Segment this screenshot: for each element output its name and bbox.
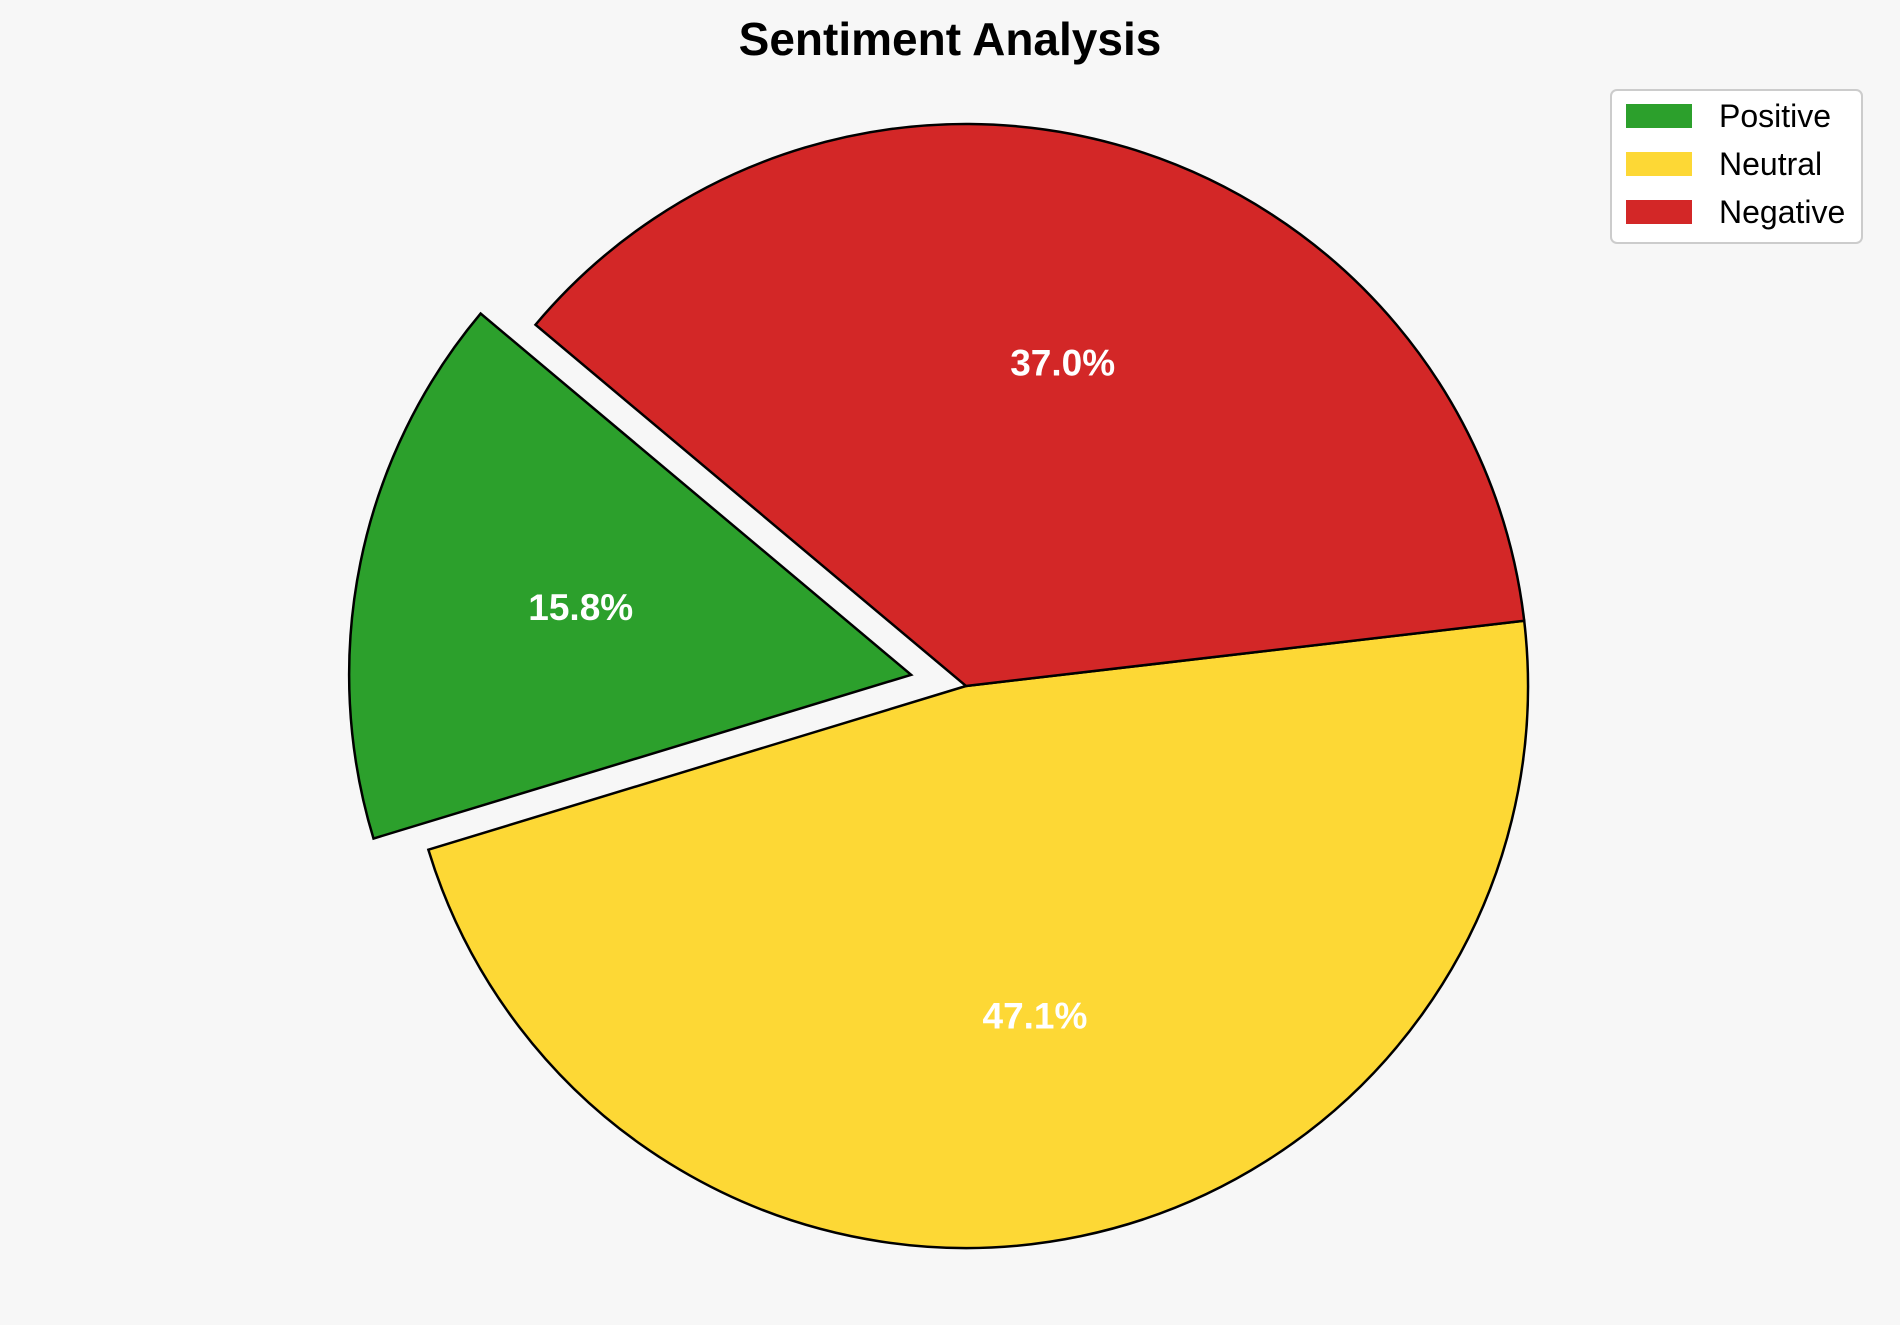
slice-labels-group: 15.8% 47.1% 37.0% bbox=[528, 342, 1115, 1036]
slice-label-neutral: 47.1% bbox=[983, 996, 1088, 1037]
pie-slice-positive bbox=[347, 311, 914, 841]
legend: Positive Neutral Negative bbox=[1610, 89, 1863, 244]
pie-slice-negative bbox=[533, 122, 1526, 688]
legend-swatch-negative bbox=[1626, 200, 1692, 224]
legend-swatch-positive bbox=[1626, 104, 1692, 128]
legend-label-positive: Positive bbox=[1719, 98, 1831, 134]
legend-entries: Positive Neutral Negative bbox=[1626, 98, 1845, 230]
chart-title: Sentiment Analysis bbox=[739, 13, 1162, 65]
slice-label-positive: 15.8% bbox=[528, 587, 633, 628]
slice-label-negative: 37.0% bbox=[1010, 342, 1115, 383]
legend-label-neutral: Neutral bbox=[1719, 146, 1822, 182]
pie-slice-neutral bbox=[426, 619, 1530, 1250]
legend-swatch-neutral bbox=[1626, 152, 1692, 176]
legend-label-negative: Negative bbox=[1719, 194, 1845, 230]
slices-group bbox=[347, 122, 1530, 1250]
